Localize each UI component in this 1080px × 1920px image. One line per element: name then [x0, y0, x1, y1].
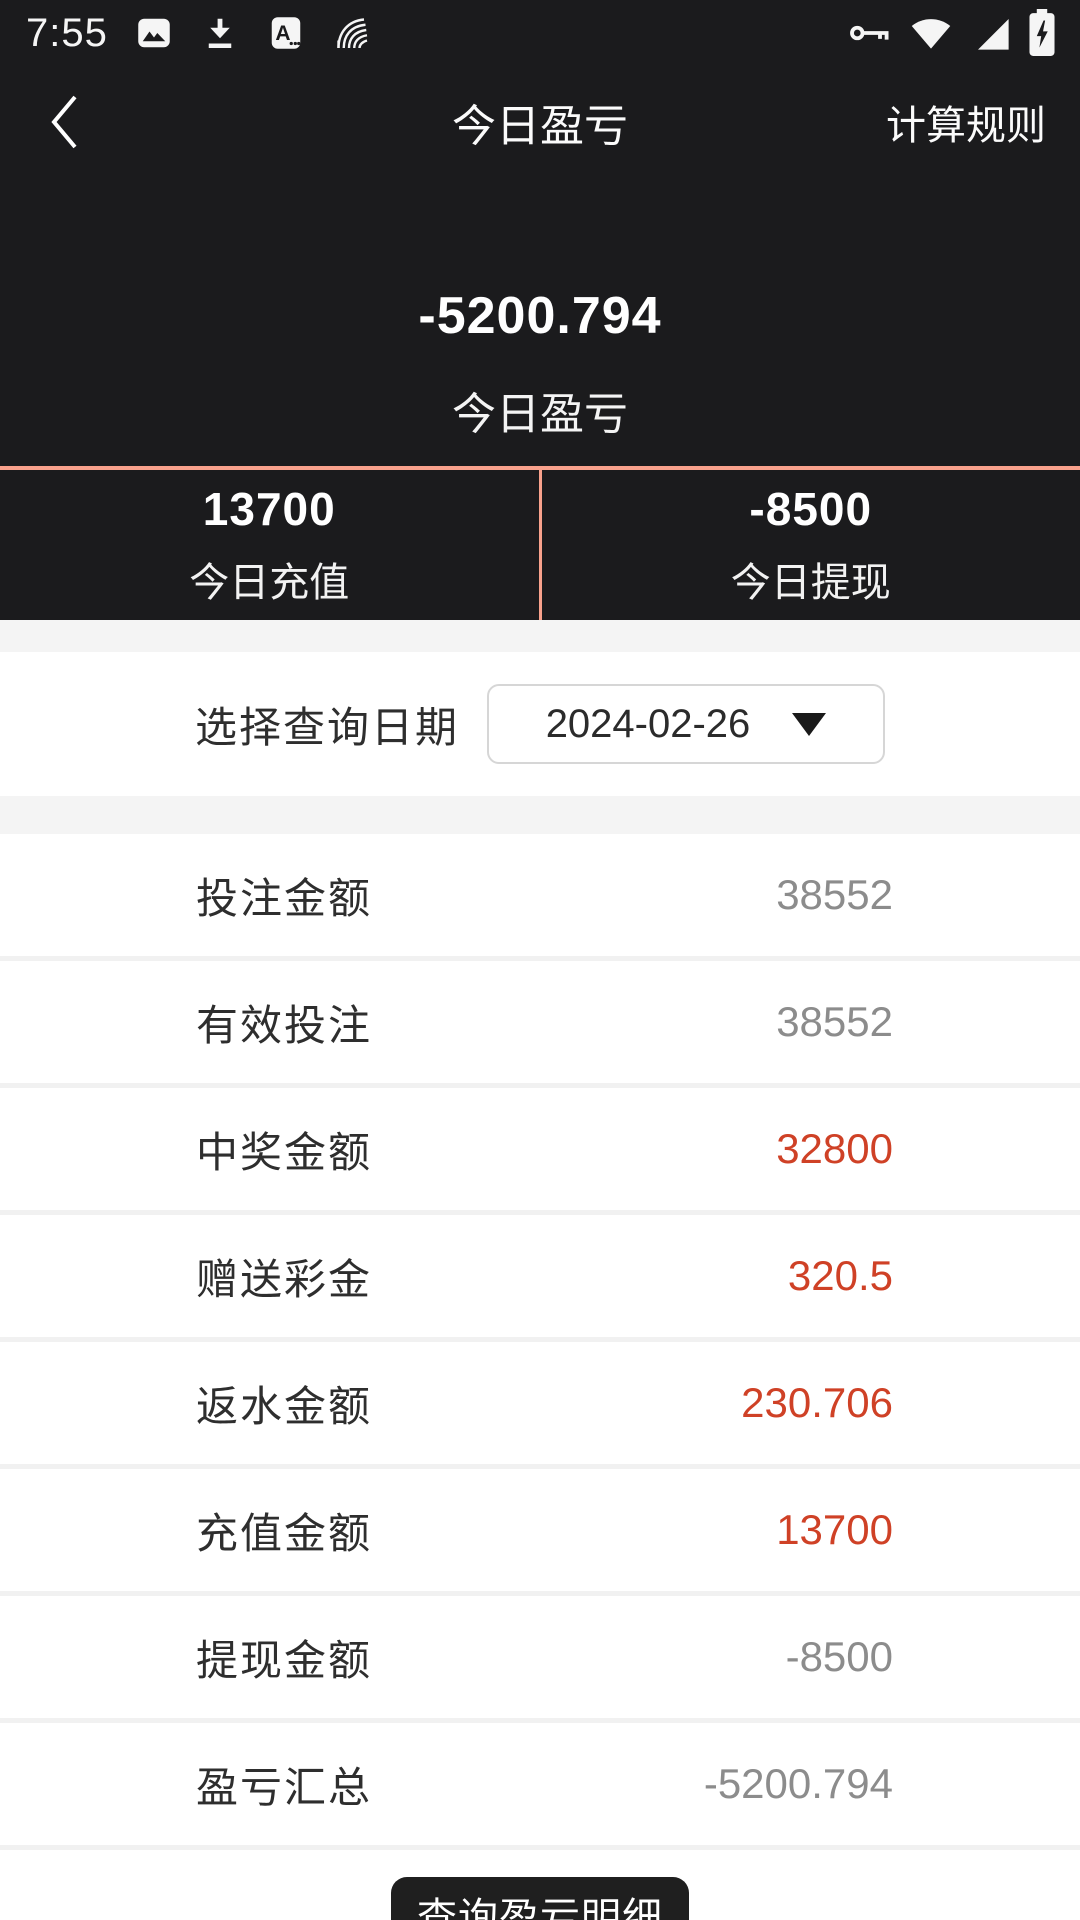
page-title: 今日盈亏 [452, 102, 628, 151]
table-row: 提现金额 -8500 [0, 1596, 1080, 1723]
today-deposit-label: 今日充值 [189, 561, 350, 605]
date-picker-label: 选择查询日期 [194, 703, 459, 751]
key-icon [847, 15, 891, 51]
row-value: -5200.794 [703, 1760, 893, 1807]
today-withdraw-label: 今日提现 [730, 561, 891, 605]
row-label: 投注金额 [196, 874, 373, 922]
today-withdraw-cell: -8500 今日提现 [542, 470, 1080, 620]
query-pnl-detail-button[interactable]: 查询盈亏明细 [391, 1877, 689, 1920]
system-icons [847, 9, 1056, 57]
stripes-icon [334, 15, 370, 51]
table-row: 中奖金额 32800 [0, 1088, 1080, 1215]
hero-section: 7:55 A [0, 0, 1080, 466]
hero-summary: -5200.794 今日盈亏 [0, 178, 1080, 442]
row-value: 32800 [776, 1125, 893, 1172]
table-row: 有效投注 38552 [0, 961, 1080, 1088]
row-label: 中奖金额 [196, 1128, 373, 1176]
row-value: 320.5 [787, 1252, 893, 1299]
row-label: 有效投注 [196, 1001, 373, 1049]
chevron-down-icon [792, 712, 827, 736]
date-select[interactable]: 2024-02-26 [487, 684, 885, 764]
row-value: 38552 [776, 998, 893, 1045]
row-label: 充值金额 [196, 1509, 373, 1557]
section-divider [0, 620, 1080, 652]
app-header: 今日盈亏 计算规则 [0, 66, 1080, 178]
today-withdraw-value: -8500 [749, 483, 873, 535]
table-row: 返水金额 230.706 [0, 1342, 1080, 1469]
table-row: 盈亏汇总 -5200.794 [0, 1723, 1080, 1850]
footer: 查询盈亏明细 [0, 1850, 1080, 1920]
status-bar: 7:55 A [0, 0, 1080, 66]
battery-charging-icon [1028, 9, 1056, 57]
row-value: 13700 [776, 1506, 893, 1553]
table-row: 投注金额 38552 [0, 834, 1080, 961]
deposit-withdraw-row: 13700 今日充值 -8500 今日提现 [0, 466, 1080, 620]
pnl-table: 投注金额 38552 有效投注 38552 中奖金额 32800 赠送彩金 32… [0, 834, 1080, 1850]
row-value: -8500 [785, 1633, 893, 1680]
autofill-a-icon: A [268, 15, 304, 51]
table-row: 充值金额 13700 [0, 1469, 1080, 1596]
today-deposit-cell: 13700 今日充值 [0, 470, 539, 620]
calc-rules-link[interactable]: 计算规则 [886, 104, 1046, 148]
row-label: 提现金额 [196, 1636, 373, 1684]
today-pnl-label: 今日盈亏 [452, 390, 628, 439]
vertical-divider [538, 470, 542, 620]
row-label: 盈亏汇总 [196, 1763, 373, 1811]
wifi-icon [906, 11, 956, 55]
back-button[interactable] [45, 91, 85, 153]
svg-text:A: A [275, 22, 290, 45]
row-label: 赠送彩金 [196, 1255, 373, 1303]
signal-icon [971, 12, 1013, 54]
today-pnl-amount: -5200.794 [418, 287, 662, 345]
chevron-left-icon [51, 95, 77, 149]
row-value: 230.706 [741, 1379, 893, 1426]
download-icon [202, 15, 238, 51]
today-deposit-value: 13700 [202, 483, 336, 535]
row-label: 返水金额 [196, 1382, 373, 1430]
row-value: 38552 [776, 871, 893, 918]
table-row: 赠送彩金 320.5 [0, 1215, 1080, 1342]
section-divider [0, 796, 1080, 834]
status-time: 7:55 [26, 10, 108, 55]
photo-icon [136, 15, 172, 51]
notification-icons: A [136, 15, 370, 51]
date-picker-row: 选择查询日期 2024-02-26 [0, 652, 1080, 796]
date-select-value: 2024-02-26 [545, 701, 751, 746]
